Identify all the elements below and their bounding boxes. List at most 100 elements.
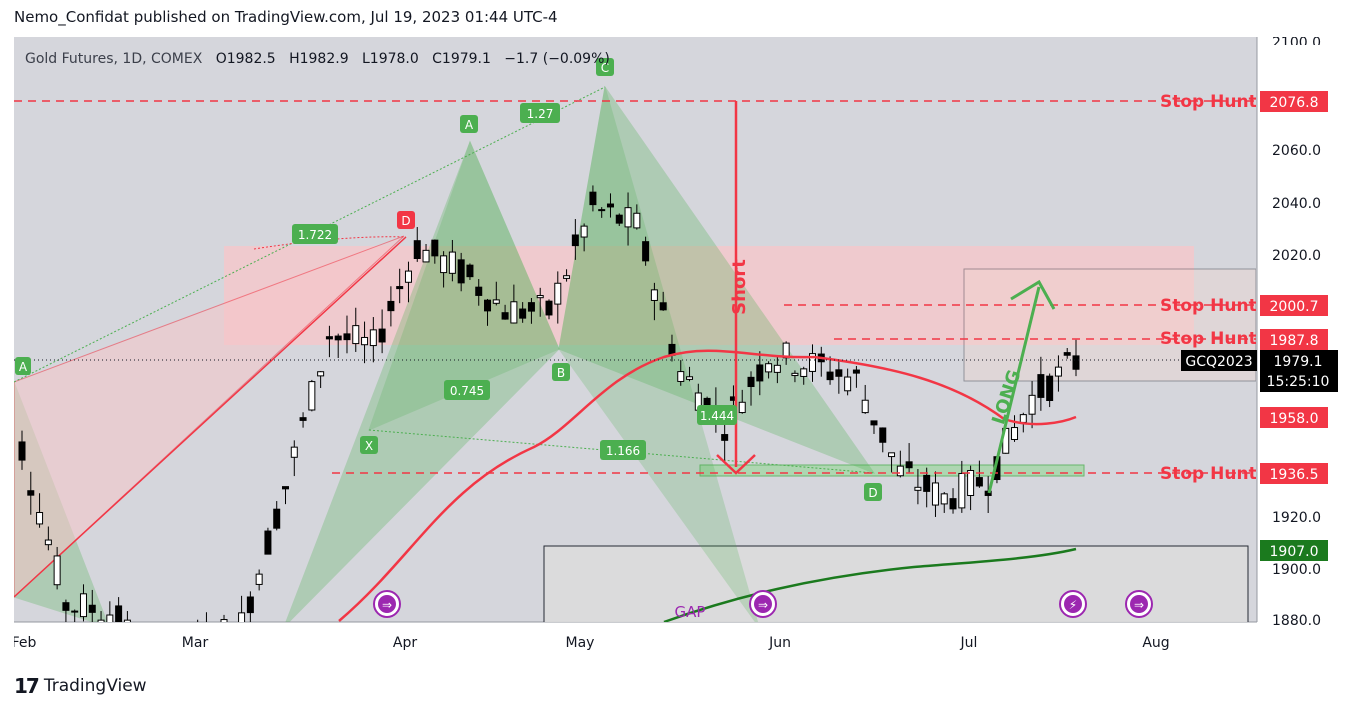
price-tick-2020: 2020.0 [1272,248,1321,264]
point-x: X [360,436,378,454]
candle-bull [773,364,781,373]
supply-zone [224,246,1194,345]
stop-hunt-label-1987: Stop Hunt [1160,329,1257,349]
candle-bull [308,381,316,411]
candle-bear [18,441,26,461]
candle-bull [220,619,228,622]
candle-bull [958,472,966,509]
candle-bull [106,614,114,622]
candle-bear [756,364,764,382]
svg-text:⇒: ⇒ [382,598,392,612]
candle-bear [431,239,439,257]
candle-bear [387,300,395,312]
price-tick-1900: 1900.0 [1272,562,1321,578]
candle-bear [273,508,281,529]
event-icon-3[interactable]: ⚡ [1059,590,1087,618]
pattern-bc [558,86,759,622]
svg-text:2000.7: 2000.7 [1270,299,1319,315]
svg-text:X: X [365,439,373,453]
close-value: 1979.1 [441,51,491,67]
svg-text:A: A [465,118,474,132]
candle-bull [809,353,816,372]
long-arrow-line [987,286,1041,494]
tradingview-logo-icon: 17 [14,674,40,698]
time-label-mar: Mar [182,635,209,651]
svg-text:D: D [401,214,410,228]
candle-bear [606,203,614,208]
candle-bull [580,225,588,238]
candle-bull [36,512,44,525]
short-arrow-head [716,454,756,475]
candle-bear [905,461,913,469]
candle-bull [255,573,263,585]
chart-svg[interactable]: Short LONG Stop Hunt Stop Hunt Stop Hunt… [12,35,1348,661]
candle-bear [1046,375,1054,401]
candle-bull [940,493,948,505]
long-arrow-head [1010,279,1056,310]
candle-bull [352,325,360,345]
candle-bear [88,604,96,613]
candle-bull [650,289,658,301]
price-tick-1920: 1920.0 [1272,510,1321,526]
event-icon-1[interactable]: ⇒ [373,590,401,618]
overlay-box [1266,45,1340,89]
high-label: H [289,51,300,67]
candle-bear [870,420,878,426]
candle-bull [677,371,685,382]
candle-bear [325,336,333,340]
candle-bear [396,286,404,290]
ohlc-legend: Gold Futures, 1D, COMEX O1982.5 H1982.9 … [25,51,610,67]
candle-bull [686,376,694,380]
ratio-0-745: 0.745 [444,380,490,400]
svg-text:⇒: ⇒ [1134,598,1144,612]
event-icon-4[interactable]: ⇒ [1125,590,1153,618]
brand-name: TradingView [43,676,147,696]
candle-bear [571,234,579,247]
candle-bull [598,209,606,212]
candle-bear [923,474,931,492]
point-d-red: D [397,211,415,229]
candle-bear [62,602,70,611]
time-label-feb: Feb [14,635,37,651]
svg-text:1.27: 1.27 [527,107,554,121]
svg-text:A: A [19,360,28,374]
low-label: L [361,51,370,67]
time-label-aug: Aug [1142,635,1169,651]
ratio-1-722: 1.722 [292,224,338,244]
candle-bear [826,371,834,381]
ma-fast-line [338,349,1077,622]
badge-2076: 2076.8 [1260,91,1328,112]
candle-bear [282,486,289,490]
candle-bull [738,401,746,414]
event-icon-2[interactable]: ⇒ [749,590,777,618]
candle-bear [747,376,755,388]
low-value: 1978.0 [369,51,419,67]
candle-bull [563,275,571,279]
candle-bear [457,259,465,284]
badge-1936: 1936.5 [1260,463,1328,484]
candle-bear [1063,352,1071,356]
candle-bear [1037,374,1045,398]
candle-bear [721,434,729,441]
candle-bear [545,300,553,316]
candle-bull [404,270,412,283]
candle-bull [967,470,975,497]
chart-pane[interactable]: Short LONG Stop Hunt Stop Hunt Stop Hunt… [12,35,1348,661]
candle-bull [79,593,87,618]
badge-1958: 1958.0 [1260,407,1328,428]
candle-bear [589,191,597,206]
time-axis[interactable] [14,622,1257,661]
ratio-1-166: 1.166 [600,440,646,460]
publish-info: Nemo_Confidat published on TradingView.c… [14,8,558,26]
countdown: 15:25:10 [1267,374,1330,390]
candle-bear [484,299,492,312]
candle-bear [975,477,983,487]
time-label-apr: Apr [393,635,417,651]
candle-bull [844,376,852,392]
close-label: C [432,51,442,67]
candle-bull [791,372,799,377]
candle-bull [1028,394,1036,415]
candle-bull [765,363,773,373]
ma-slow-line [663,547,1077,622]
candle-bull [492,299,500,304]
